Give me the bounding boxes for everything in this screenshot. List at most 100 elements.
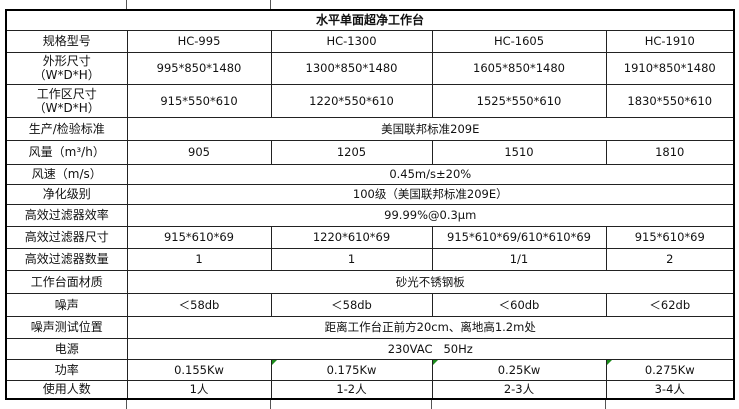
table-row: 风量（m³/h） 905 1205 1510 1810 bbox=[5, 139, 735, 165]
table-cell[interactable]: 1-2人 bbox=[270, 379, 433, 400]
table-cell[interactable]: HC-995 bbox=[126, 29, 272, 53]
table-row: 规格型号 HC-995 HC-1300 HC-1605 HC-1910 bbox=[5, 29, 735, 53]
title-row: 水平单面超净工作台 bbox=[5, 9, 735, 31]
row-label[interactable]: 噪声测试位置 bbox=[5, 315, 128, 339]
row-label-text: 外形尺寸 bbox=[42, 54, 91, 68]
table-cell[interactable]: 1/1 bbox=[431, 247, 607, 271]
row-label[interactable]: 外形尺寸 （W*D*H） bbox=[5, 51, 128, 85]
merged-cell[interactable]: 砂光不锈钢板 bbox=[126, 269, 735, 294]
table-row: 功率 0.155Kw 0.175Kw 0.25Kw 0.275Kw bbox=[5, 358, 735, 381]
row-label-text: 功率 bbox=[54, 362, 79, 377]
row-label[interactable]: 高效过滤器数量 bbox=[5, 247, 128, 271]
table-row: 风速（m/s） 0.45m/s±20% bbox=[5, 163, 735, 185]
table-cell[interactable]: HC-1605 bbox=[431, 29, 607, 53]
table-cell[interactable]: 995*850*1480 bbox=[126, 51, 272, 85]
row-label-text: 工作区尺寸 bbox=[36, 86, 97, 101]
table-cell[interactable]: 1525*550*610 bbox=[431, 83, 607, 118]
row-sublabel-text: （W*D*H） bbox=[33, 100, 100, 115]
row-label[interactable]: 高效过滤器尺寸 bbox=[5, 225, 128, 249]
table-title[interactable]: 水平单面超净工作台 bbox=[5, 9, 735, 31]
table-cell[interactable]: HC-1910 bbox=[605, 29, 735, 53]
table-cell[interactable]: 1910*850*1480 bbox=[605, 51, 735, 85]
merged-cell[interactable]: 230VAC 50Hz bbox=[126, 337, 735, 360]
table-cell[interactable]: 0.25Kw bbox=[431, 358, 607, 381]
row-label[interactable]: 噪声 bbox=[5, 292, 128, 317]
table-row: 外形尺寸 （W*D*H） 995*850*1480 1300*850*1480 1605… bbox=[5, 51, 735, 85]
row-label-text: 工作台面材质 bbox=[30, 274, 103, 289]
row-label[interactable]: 工作区尺寸 （W*D*H） bbox=[5, 83, 128, 118]
row-label[interactable]: 规格型号 bbox=[5, 29, 128, 53]
row-label-text: 高效过滤器尺寸 bbox=[24, 230, 109, 244]
table-row: 高效过滤器尺寸 915*610*69 1220*610*69 915*610*69/6… bbox=[5, 225, 735, 249]
column-gridline bbox=[270, 0, 271, 9]
table-cell[interactable]: ＜58db bbox=[126, 292, 272, 317]
table-cell[interactable]: 2-3人 bbox=[431, 379, 607, 400]
row-label-text: 噪声测试位置 bbox=[30, 320, 103, 334]
table-row: 生产/检验标准 美国联邦标准209E bbox=[5, 116, 735, 141]
table-cell[interactable]: 1510 bbox=[431, 139, 607, 165]
row-label-text: 净化级别 bbox=[42, 187, 91, 201]
table-cell[interactable]: 1810 bbox=[605, 139, 735, 165]
row-label-text: 风量（m³/h） bbox=[28, 145, 105, 159]
row-label-text: 电源 bbox=[54, 341, 79, 356]
row-label[interactable]: 风速（m/s） bbox=[5, 163, 128, 185]
column-gridline bbox=[431, 399, 432, 409]
row-label[interactable]: 使用人数 bbox=[5, 379, 128, 400]
table-cell[interactable]: 0.175Kw bbox=[270, 358, 433, 381]
table-row: 噪声测试位置 距离工作台正前方20cm、离地高1.2m处 bbox=[5, 315, 735, 339]
row-label-text: 噪声 bbox=[54, 297, 79, 312]
table-cell[interactable]: 1220*610*69 bbox=[270, 225, 433, 249]
table-cell[interactable]: 1 bbox=[126, 247, 272, 271]
row-label[interactable]: 生产/检验标准 bbox=[5, 116, 128, 141]
table-cell[interactable]: 1205 bbox=[270, 139, 433, 165]
column-gridline bbox=[270, 399, 271, 409]
merged-cell[interactable]: 0.45m/s±20% bbox=[126, 163, 735, 185]
row-label[interactable]: 功率 bbox=[5, 358, 128, 381]
row-label[interactable]: 工作台面材质 bbox=[5, 269, 128, 294]
column-gridline bbox=[126, 399, 127, 409]
table-cell[interactable]: 0.155Kw bbox=[126, 358, 272, 381]
table-cell[interactable]: HC-1300 bbox=[270, 29, 433, 53]
table-cell[interactable]: 1300*850*1480 bbox=[270, 51, 433, 85]
table-row: 电源 230VAC 50Hz bbox=[5, 337, 735, 360]
spec-table: 水平单面超净工作台 规格型号 HC-995 HC-1300 HC-1605 HC-191… bbox=[5, 9, 736, 400]
table-cell[interactable]: 1605*850*1480 bbox=[431, 51, 607, 85]
row-label-text: 使用人数 bbox=[42, 382, 91, 397]
table-cell[interactable]: 905 bbox=[126, 139, 272, 165]
table-cell[interactable]: 915*610*69/610*610*69 bbox=[431, 225, 607, 249]
table-row: 高效过滤器数量 1 1 1/1 2 bbox=[5, 247, 735, 271]
table-cell[interactable]: 915*610*69 bbox=[605, 225, 735, 249]
table-row: 高效过滤器效率 99.99%@0.3μm bbox=[5, 203, 735, 227]
row-label-text: 高效过滤器数量 bbox=[24, 252, 109, 266]
table-cell[interactable]: 3-4人 bbox=[605, 379, 735, 400]
row-label-text: 规格型号 bbox=[42, 34, 91, 48]
merged-cell[interactable]: 100级（美国联邦标准209E） bbox=[126, 183, 735, 205]
table-cell[interactable]: 1 bbox=[270, 247, 433, 271]
table-row: 工作区尺寸 （W*D*H） 915*550*610 1220*550*610 1525*… bbox=[5, 83, 735, 118]
table-cell[interactable]: 0.275Kw bbox=[605, 358, 735, 381]
table-cell[interactable]: 1220*550*610 bbox=[270, 83, 433, 118]
row-label[interactable]: 电源 bbox=[5, 337, 128, 360]
table-cell[interactable]: 2 bbox=[605, 247, 735, 271]
table-cell[interactable]: 1人 bbox=[126, 379, 272, 400]
table-row: 工作台面材质 砂光不锈钢板 bbox=[5, 269, 735, 294]
table-cell[interactable]: ＜60db bbox=[431, 292, 607, 317]
merged-cell[interactable]: 99.99%@0.3μm bbox=[126, 203, 735, 227]
row-label[interactable]: 风量（m³/h） bbox=[5, 139, 128, 165]
table-cell[interactable]: 915*610*69 bbox=[126, 225, 272, 249]
table-row: 噪声 ＜58db ＜58db ＜60db ＜62db bbox=[5, 292, 735, 317]
row-label-text: 高效过滤器效率 bbox=[24, 208, 109, 222]
table-cell[interactable]: ＜58db bbox=[270, 292, 433, 317]
merged-cell[interactable]: 美国联邦标准209E bbox=[126, 116, 735, 141]
column-gridline bbox=[126, 0, 127, 9]
row-label-text: 风速（m/s） bbox=[31, 167, 102, 181]
row-label[interactable]: 净化级别 bbox=[5, 183, 128, 205]
row-label[interactable]: 高效过滤器效率 bbox=[5, 203, 128, 227]
table-cell[interactable]: ＜62db bbox=[605, 292, 735, 317]
column-gridline bbox=[605, 399, 606, 409]
table-cell[interactable]: 915*550*610 bbox=[126, 83, 272, 118]
table-cell[interactable]: 1830*550*610 bbox=[605, 83, 735, 118]
merged-cell[interactable]: 距离工作台正前方20cm、离地高1.2m处 bbox=[126, 315, 735, 339]
row-label-text: 生产/检验标准 bbox=[28, 121, 105, 136]
row-sublabel-text: （W*D*H） bbox=[33, 68, 100, 82]
